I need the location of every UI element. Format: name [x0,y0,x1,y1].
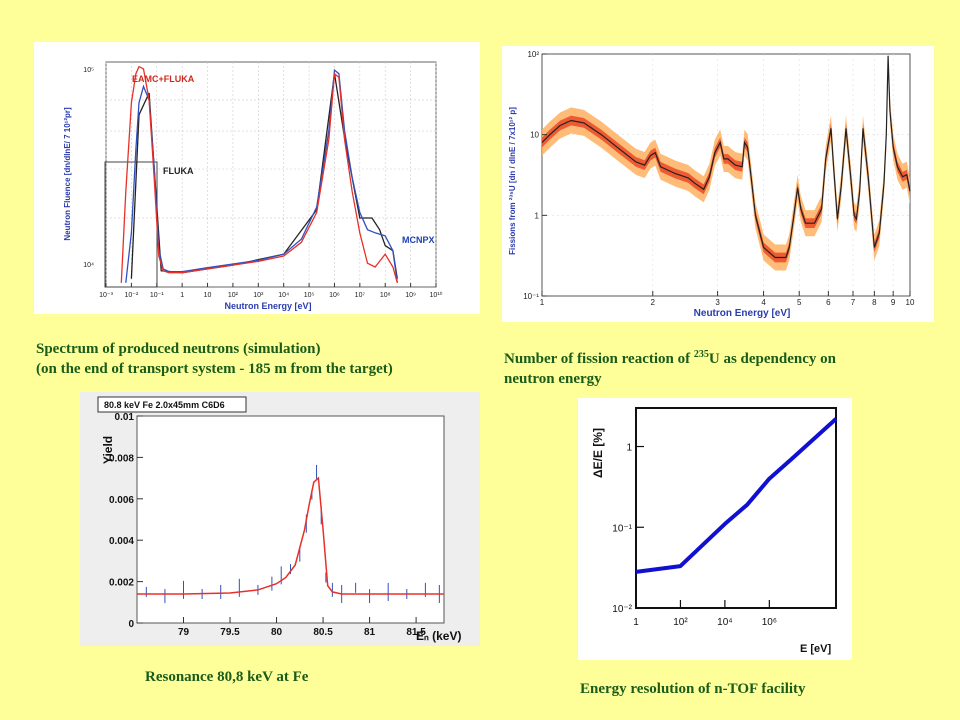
resonance-x-tick-label: 79 [178,627,190,638]
spectrum-y-tick-label: 10⁵ [83,67,94,74]
spectrum-x-tick-label: 1 [180,292,184,299]
spectrum-x-tick-label: 10⁻¹ [150,292,164,299]
resonance-y-tick-label: 0.01 [115,412,135,423]
resonance-x-tick-label: 81 [364,627,376,638]
spectrum-xlabel: Neutron Energy [eV] [224,301,311,311]
resolution-chart-panel: 1 10² 10⁴ 10⁶ 1 10⁻¹ 10⁻² E [eV] ΔE/E [%] [578,398,852,660]
spectrum-caption: Spectrum of produced neutrons (simulatio… [36,339,393,379]
fission-series-line [541,55,911,259]
resonance-x-tick-label: 80 [271,627,283,638]
resolution-x-tick-label: 10⁴ [717,617,732,628]
spectrum-caption-line1: Spectrum of produced neutrons (simulatio… [36,341,321,357]
spectrum-x-tick-label: 10 [204,292,212,299]
resolution-caption: Energy resolution of n-TOF facility [580,681,806,697]
fission-xlabel: Neutron Energy [eV] [694,308,791,319]
resonance-xlabel: Eₙ (keV) [416,629,461,643]
fission-y-tick-label: 1 [535,211,540,220]
fission-x-tick-label: 9 [891,298,896,307]
fission-x-tick-label: 6 [826,298,831,307]
fission-x-tick-label: 10 [906,298,915,307]
fission-x-tick-label: 1 [540,298,545,307]
fission-x-tick-label: 3 [715,298,720,307]
resolution-chart: 1 10² 10⁴ 10⁶ 1 10⁻¹ 10⁻² E [eV] ΔE/E [%] [591,407,838,655]
fission-x-tick-label: 4 [761,298,766,307]
resolution-x-tick-label: 10⁶ [762,617,777,628]
spectrum-chart: 10⁻³ 10⁻² 10⁻¹ 1 10 10² 10³ 10⁴ 10⁵ 10⁶ 10⁷ 10⁸ 10⁹ 1… [63,61,443,311]
fission-y-tick-label: 10 [530,131,539,140]
fission-caption-line2: neutron energy [504,371,602,387]
resonance-y-tick-label: 0.004 [109,536,134,547]
spectrum-x-tick-label: 10⁵ [304,292,315,299]
resolution-x-tick-label: 10² [673,617,688,628]
fission-y-tick-label: 10⁻¹ [523,292,539,301]
fission-ylabel: Fissions from ²³⁵U [dn / dlnE / 7x10¹² p… [508,107,517,255]
resonance-fit-curve [137,476,444,595]
fission-caption-pre: Number of fission reaction of [504,351,694,367]
fission-x-tick-label: 8 [872,298,877,307]
resonance-y-tick-label: 0.006 [109,495,134,506]
resonance-x-tick-label: 79.5 [220,627,240,638]
resonance-x-tick-label: 80.5 [313,627,333,638]
resolution-x-tick-label: 1 [633,617,639,628]
resonance-chart: 80.8 keV Fe 2.0x45mm C6D6 79 79.5 80 80.5 81… [80,392,480,646]
spectrum-x-tick-label: 10⁴ [278,292,289,299]
spectrum-chart-panel: 10⁻³ 10⁻² 10⁻¹ 1 10 10² 10³ 10⁴ 10⁵ 10⁶ 10⁷ 10⁸ 10⁹ 1… [34,42,480,314]
resonance-y-tick-label: 0.008 [109,453,134,464]
resolution-series-line [635,417,838,574]
fission-caption: Number of fission reaction of 235U as de… [504,345,836,389]
spectrum-annot-mcnpx: MCNPX [402,235,435,245]
spectrum-x-tick-label: 10⁻² [124,292,138,299]
resonance-x-tick-label: 81.5 [406,627,426,638]
resonance-ylabel: Yield [101,436,115,464]
fission-chart-panel: 1 2 3 4 5 6 7 8 9 10 10² 10 1 10⁻¹ Neutron Energy [e… [502,46,934,322]
spectrum-x-tick-label: 10¹⁰ [430,291,443,299]
fission-y-tick-label: 10² [527,50,539,59]
resolution-xlabel: E [eV] [800,643,832,655]
spectrum-x-tick-label: 10⁸ [380,292,391,299]
fission-x-tick-label: 5 [797,298,802,307]
spectrum-annot-fluka: FLUKA [163,166,194,176]
spectrum-series-mcnpx [130,73,398,279]
resolution-y-tick-label: 1 [626,443,632,454]
resonance-y-tick-label: 0.002 [109,578,134,589]
spectrum-x-tick-label: 10⁹ [405,292,416,299]
spectrum-caption-line2: (on the end of transport system - 185 m … [36,361,393,377]
spectrum-x-tick-label: 10⁻³ [99,292,113,299]
fission-caption-post: U as dependency on [708,351,836,367]
fission-caption-sup: 235 [693,349,709,360]
spectrum-x-tick-label: 10³ [253,292,264,299]
spectrum-x-tick-label: 10⁶ [329,292,340,299]
resolution-y-tick-label: 10⁻¹ [612,523,632,534]
spectrum-x-tick-label: 10⁷ [355,292,366,299]
spectrum-series-fluka [125,68,398,283]
fission-x-tick-label: 7 [851,298,856,307]
fission-caption-line1: Number of fission reaction of 235U as de… [504,345,836,369]
spectrum-ylabel: Neutron Fluence [dn/dlnE/ 7 10¹²pr] [63,107,72,241]
resonance-caption: Resonance 80,8 keV at Fe [145,669,309,685]
fission-x-tick-label: 2 [651,298,656,307]
fission-inner-band [542,54,910,263]
resonance-title: 80.8 keV Fe 2.0x45mm C6D6 [104,400,225,410]
resonance-y-tick-label: 0 [128,619,134,630]
resonance-chart-panel: 80.8 keV Fe 2.0x45mm C6D6 79 79.5 80 80.5 81… [80,392,480,646]
spectrum-series-eamc-fluka [120,65,398,283]
resolution-y-tick-label: 10⁻² [612,604,632,615]
spectrum-y-tick-label: 10⁴ [83,262,94,269]
spectrum-annot-eamc: EAMC+FLUKA [132,74,195,84]
resolution-ylabel: ΔE/E [%] [591,428,605,478]
spectrum-x-tick-label: 10² [228,292,239,299]
